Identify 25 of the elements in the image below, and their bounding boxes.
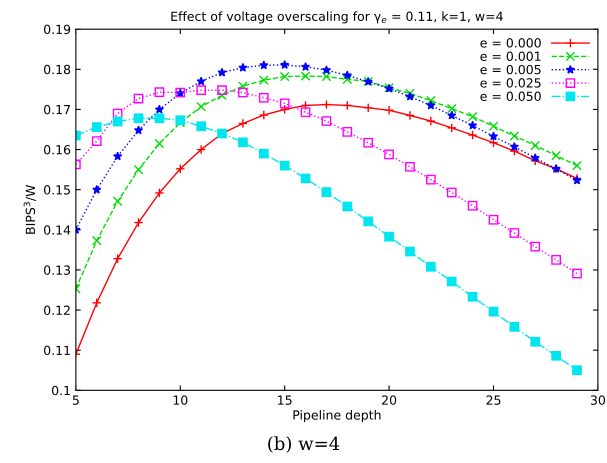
- text: (b) w=4: [268, 436, 340, 453]
- y-tick-label: 0.1: [52, 386, 70, 396]
- legend-label: e = 0.000: [480, 38, 541, 48]
- x-tick-label: 10: [174, 395, 188, 405]
- y-axis-title: BIPS$^{3}$/W: [24, 185, 36, 234]
- legend-label: e = 0.005: [480, 64, 541, 74]
- chart-title: Effect of voltage overscaling for γ$_{e}$ = 0.11, k=1, w=4: [171, 11, 503, 24]
- legend-label: e = 0.050: [480, 92, 541, 101]
- y-tick-label: 0.19: [44, 24, 70, 34]
- legend-label: e = 0.025: [480, 78, 541, 88]
- legend-label: e = 0.001: [480, 51, 540, 61]
- y-tick-label: 0.17: [44, 104, 70, 114]
- x-tick-label: 5: [72, 396, 79, 405]
- x-axis-title: Pipeline depth: [293, 410, 380, 422]
- y-tick-label: 0.12: [44, 306, 70, 315]
- y-tick-label: 0.11: [44, 346, 70, 356]
- y-tick-label: 0.18: [44, 64, 70, 74]
- y-tick-label: 0.15: [44, 185, 70, 195]
- y-tick-label: 0.13: [44, 265, 70, 275]
- x-tick-label: 25: [486, 395, 500, 405]
- x-tick-label: 20: [382, 395, 396, 405]
- x-tick-label: 30: [590, 395, 606, 405]
- y-tick-label: 0.16: [44, 145, 70, 154]
- x-tick-label: 15: [278, 396, 292, 405]
- y-tick-label: 0.14: [44, 225, 70, 235]
